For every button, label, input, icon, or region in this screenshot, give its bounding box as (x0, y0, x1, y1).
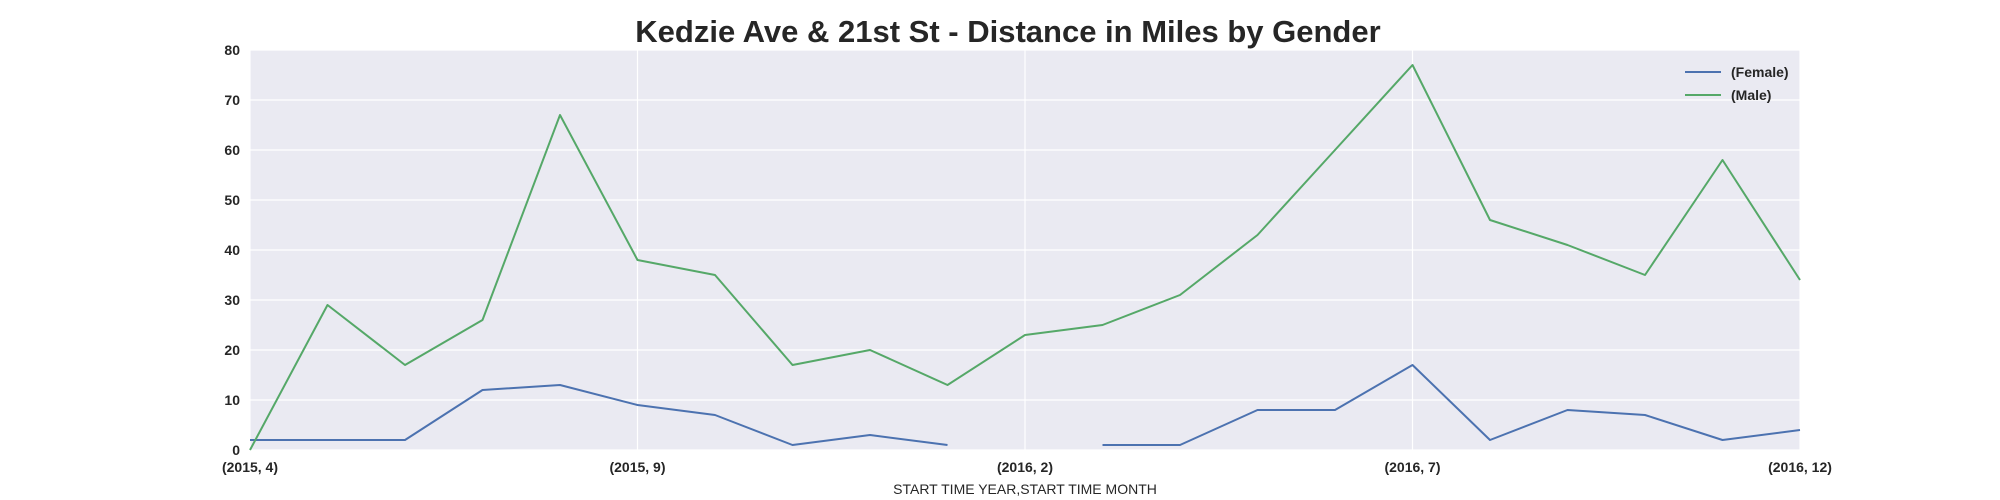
y-tick-label: 0 (232, 442, 240, 458)
x-axis-label: START TIME YEAR,START TIME MONTH (893, 481, 1157, 497)
y-axis-ticks: 0 10 20 30 40 50 60 70 80 (224, 42, 240, 458)
legend-label: (Male) (1731, 87, 1771, 103)
legend-label: (Female) (1731, 64, 1789, 80)
series-lines (249, 64, 1801, 451)
y-tick-label: 80 (224, 42, 240, 58)
series-line (249, 64, 1801, 451)
legend-item: (Female) (1685, 64, 1789, 80)
y-tick-label: 10 (224, 392, 240, 408)
x-axis-ticks: (2015, 4) (2015, 9) (2016, 2) (2016, 7) (201… (222, 459, 1832, 475)
y-tick-label: 50 (224, 192, 240, 208)
x-tick-label: (2015, 9) (609, 459, 665, 475)
x-tick-label: (2016, 2) (997, 459, 1053, 475)
x-tick-label: (2016, 7) (1384, 459, 1440, 475)
y-tick-label: 30 (224, 292, 240, 308)
series-0 (250, 364, 1801, 446)
gridlines (249, 49, 1801, 451)
x-tick-label: (2015, 4) (222, 459, 278, 475)
y-tick-label: 70 (224, 92, 240, 108)
series-line (250, 384, 948, 446)
legend-item: (Male) (1685, 87, 1771, 103)
series-line (1102, 364, 1801, 446)
legend: (Female) (Male) (1685, 64, 1789, 103)
y-tick-label: 20 (224, 342, 240, 358)
x-tick-label: (2016, 12) (1768, 459, 1832, 475)
chart-title: Kedzie Ave & 21st St - Distance in Miles… (635, 14, 1380, 49)
y-tick-label: 60 (224, 142, 240, 158)
series-1 (249, 64, 1801, 451)
y-tick-label: 40 (224, 242, 240, 258)
